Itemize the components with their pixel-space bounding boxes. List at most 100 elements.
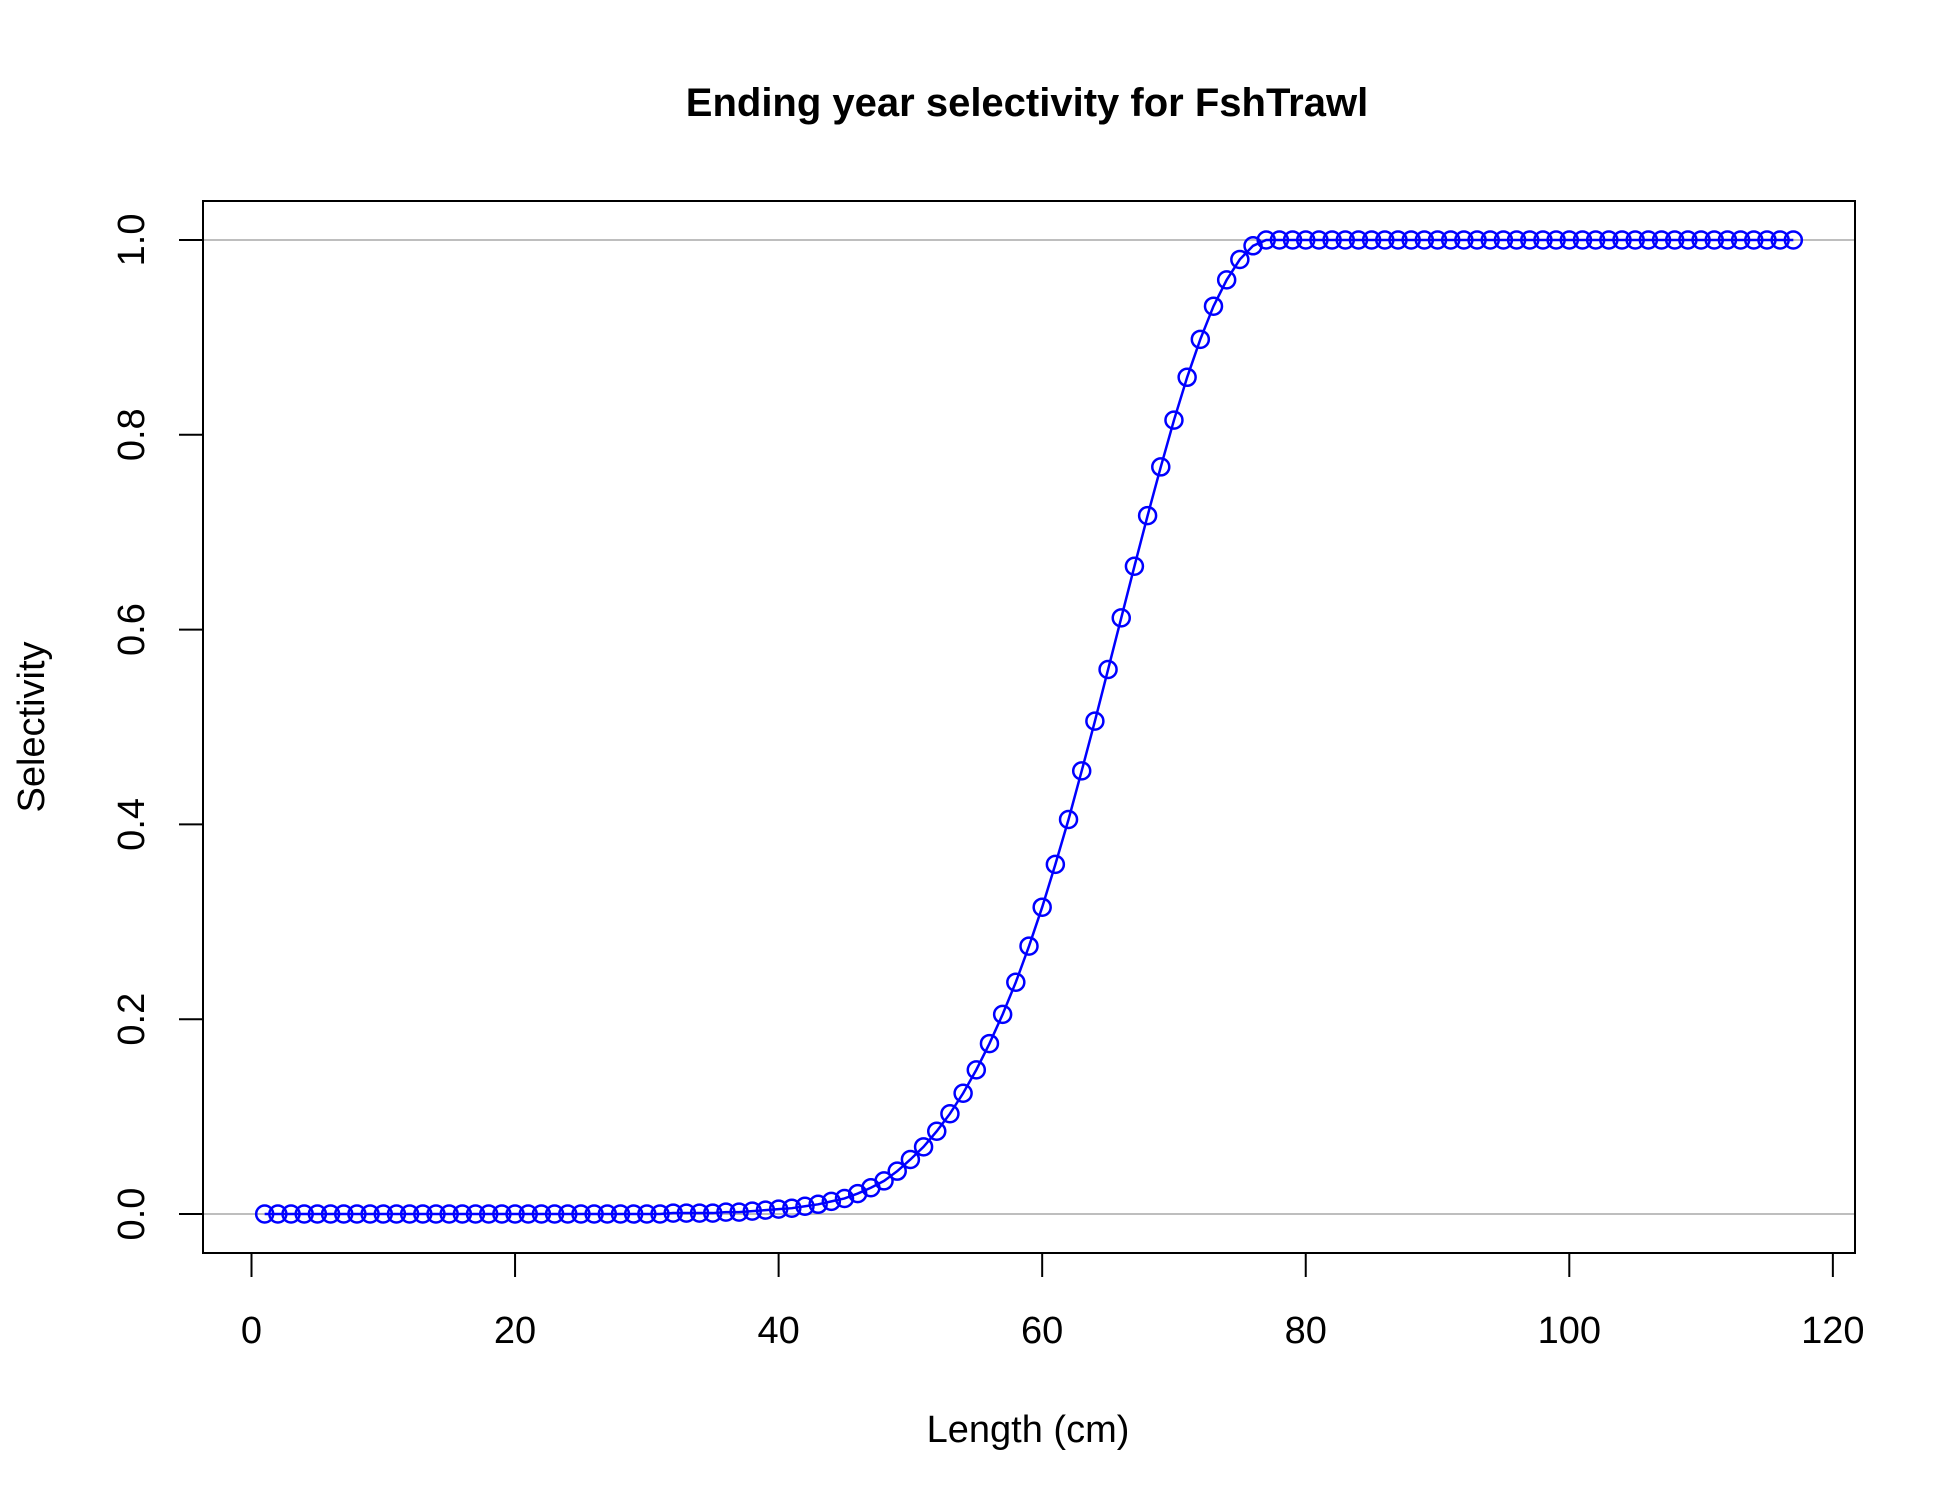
x-axis-label: Length (cm) (927, 1409, 1130, 1451)
x-tick-label: 20 (494, 1310, 536, 1352)
data-point (1282, 230, 1303, 250)
chart-title: Ending year selectivity for FshTrawl (686, 81, 1368, 125)
data-point (716, 1202, 736, 1222)
data-point (1533, 230, 1553, 250)
data-point (927, 1121, 947, 1141)
data-point (347, 1204, 367, 1224)
data-point (1678, 230, 1698, 250)
x-tick-label: 100 (1538, 1310, 1601, 1352)
data-point (729, 1202, 749, 1222)
data-point (1625, 230, 1645, 250)
data-point (1704, 230, 1725, 250)
data-point (1691, 230, 1711, 250)
data-point (795, 1196, 815, 1216)
data-point (478, 1204, 499, 1224)
data-point (281, 1204, 301, 1224)
data-point (610, 1204, 631, 1224)
data-point (1599, 230, 1619, 250)
data-point (1585, 230, 1606, 250)
data-point (1770, 230, 1790, 250)
data-point (1124, 556, 1145, 577)
data-point (940, 1103, 960, 1124)
data-point (426, 1204, 446, 1224)
data-point (1506, 230, 1527, 250)
data-point (1651, 230, 1672, 250)
data-point (1111, 608, 1131, 628)
y-axis: 0.0 0.2 0.4 0.6 0.8 1.0 (111, 214, 204, 1241)
data-point (268, 1204, 288, 1224)
data-point (518, 1204, 538, 1224)
data-point (1361, 230, 1382, 250)
data-point (1309, 230, 1329, 250)
data-point (702, 1203, 723, 1223)
x-tick-label: 0 (241, 1310, 262, 1352)
data-point (1546, 230, 1566, 250)
data-point (1348, 230, 1369, 250)
data-point (1638, 230, 1659, 250)
data-point (320, 1204, 341, 1224)
data-point (1612, 230, 1632, 250)
data-point (1427, 230, 1448, 250)
data-point (1493, 230, 1514, 250)
y-tick-label: 0.0 (111, 1188, 153, 1241)
data-point (1454, 230, 1474, 250)
data-point (1388, 230, 1408, 250)
data-point (676, 1203, 697, 1223)
data-point (834, 1188, 855, 1209)
data-point (1269, 230, 1290, 250)
data-point (1572, 230, 1593, 250)
data-point (887, 1161, 907, 1181)
x-tick-label: 80 (1285, 1310, 1327, 1352)
data-point (1322, 230, 1342, 250)
data-point (373, 1204, 394, 1224)
data-point (768, 1199, 789, 1219)
data-point (254, 1204, 275, 1224)
y-tick-label: 0.4 (111, 798, 153, 851)
data-point (1032, 897, 1052, 917)
data-point (1085, 711, 1105, 731)
data-point (439, 1204, 459, 1224)
data-point (637, 1204, 657, 1224)
data-point (333, 1204, 354, 1224)
data-point (900, 1149, 921, 1170)
data-point (1414, 230, 1435, 250)
data-point (755, 1200, 776, 1220)
data-point (1440, 230, 1461, 250)
data-point (821, 1191, 842, 1212)
data-point (505, 1204, 525, 1224)
data-point (386, 1204, 407, 1224)
data-point (650, 1204, 670, 1224)
data-point (1137, 505, 1158, 526)
data-point (1177, 367, 1197, 388)
data-point (1203, 296, 1224, 316)
data-point (1664, 230, 1685, 250)
data-point (1071, 761, 1092, 781)
data-point (1256, 230, 1276, 250)
y-axis-label: Selectivity (11, 641, 53, 812)
data-point (294, 1204, 314, 1224)
data-point (966, 1060, 987, 1080)
data-point (1019, 936, 1039, 956)
data-point (1480, 230, 1500, 250)
data-point (1730, 230, 1751, 250)
data-point (1757, 230, 1777, 250)
data-point (531, 1204, 552, 1224)
data-point (399, 1204, 420, 1224)
data-point (663, 1203, 683, 1223)
data-point (1045, 854, 1066, 875)
data-point (1335, 230, 1356, 250)
data-point (992, 1004, 1013, 1025)
data-point (584, 1204, 604, 1224)
data-point (808, 1194, 828, 1215)
data-point (1520, 230, 1540, 250)
data-point (413, 1204, 433, 1224)
data-point (1295, 230, 1316, 250)
data-point (492, 1204, 512, 1224)
data-point (1216, 270, 1237, 290)
data-point (1151, 457, 1171, 477)
y-tick-label: 1.0 (111, 214, 153, 267)
data-point (544, 1204, 565, 1224)
data-point (1744, 230, 1764, 250)
